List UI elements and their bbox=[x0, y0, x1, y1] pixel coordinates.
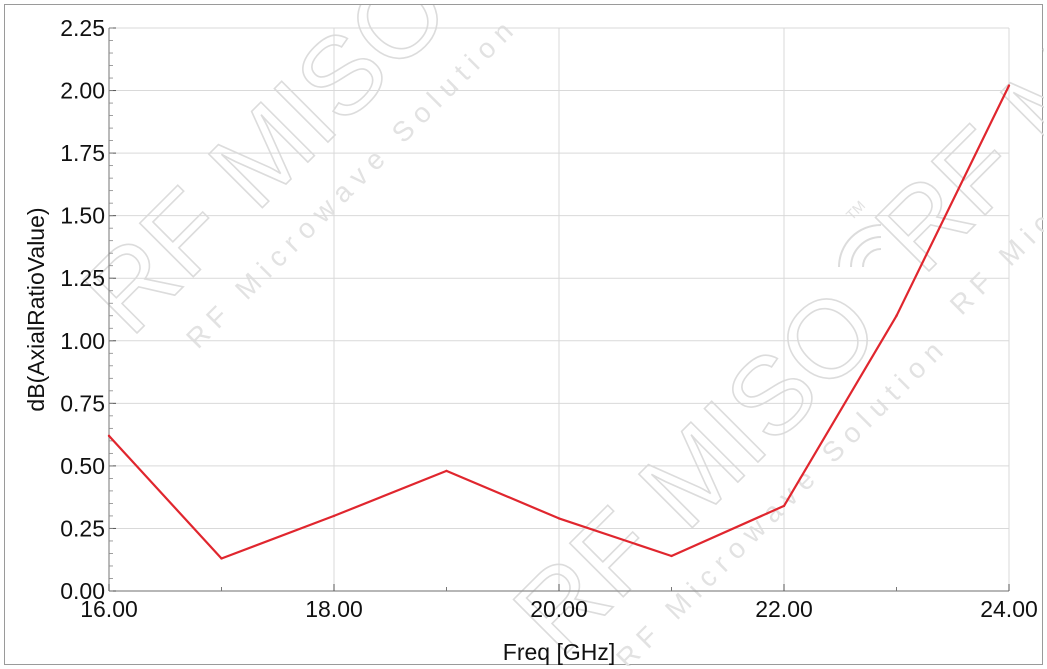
grid bbox=[109, 27, 1009, 591]
y-tick-label: 0.00 bbox=[60, 578, 105, 604]
wifi-icon bbox=[838, 224, 882, 268]
watermark: RF MISO RF Microwave Solution RF MISO RF… bbox=[60, 5, 1044, 666]
data-point bbox=[670, 554, 673, 558]
watermark-logo-upper: RF MISO RF Microwave Solution bbox=[60, 5, 525, 357]
y-tick-label: 0.50 bbox=[60, 453, 105, 479]
data-point bbox=[557, 517, 561, 520]
x-tick-label: 24.00 bbox=[980, 596, 1038, 622]
data-point bbox=[445, 469, 448, 473]
y-tick-label: 1.25 bbox=[60, 265, 105, 291]
x-tick-label: 18.00 bbox=[305, 596, 363, 622]
axial-ratio-chart: RF MISO RF Microwave Solution RF MISO RF… bbox=[23, 5, 1044, 666]
y-tick-label: 1.75 bbox=[60, 140, 105, 166]
y-tick-label: 0.75 bbox=[60, 390, 105, 416]
series bbox=[107, 84, 1011, 560]
data-point bbox=[1007, 84, 1011, 87]
data-point bbox=[782, 504, 786, 508]
data-point bbox=[895, 314, 898, 317]
axes bbox=[108, 27, 1010, 592]
chart-frame: RF MISO RF Microwave Solution RF MISO RF… bbox=[4, 4, 1044, 666]
watermark-logo-text: RF MISO bbox=[61, 5, 472, 356]
x-tick-label: 20.00 bbox=[530, 596, 588, 622]
y-axis-title: dB(AxialRatioValue) bbox=[23, 207, 49, 411]
x-axis-title: Freq [GHz] bbox=[503, 639, 615, 665]
y-tick-label: 1.50 bbox=[60, 203, 105, 229]
y-tick-label: 1.00 bbox=[60, 328, 105, 354]
tick-labels: 16.00 18.00 20.00 22.00 24.00 0.00 0.25 0.50 0.7… bbox=[60, 15, 1038, 622]
y-tick-label: 2.25 bbox=[60, 15, 105, 41]
data-point bbox=[220, 557, 223, 560]
x-tick-label: 22.00 bbox=[755, 596, 813, 622]
data-point bbox=[332, 514, 336, 518]
y-tick-label: 0.25 bbox=[60, 515, 105, 541]
x-tick-label: 16.00 bbox=[80, 596, 138, 622]
y-tick-label: 2.00 bbox=[60, 78, 105, 104]
watermark-logo-right: RF MISO RF Microwave Solution TM bbox=[843, 5, 1044, 321]
data-point bbox=[107, 434, 111, 438]
